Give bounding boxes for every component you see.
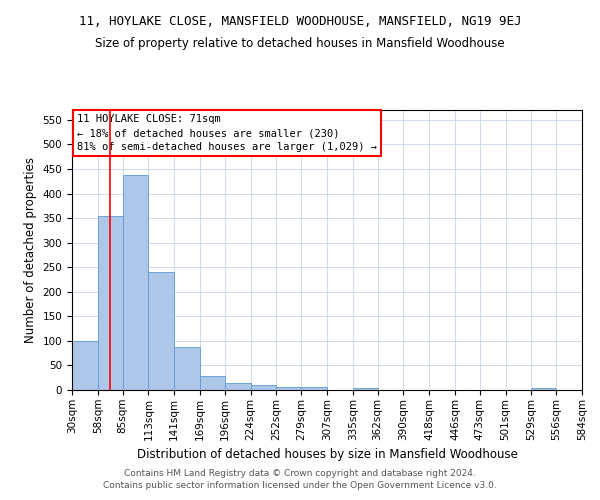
Bar xyxy=(353,388,377,390)
Text: 11, HOYLAKE CLOSE, MANSFIELD WOODHOUSE, MANSFIELD, NG19 9EJ: 11, HOYLAKE CLOSE, MANSFIELD WOODHOUSE, … xyxy=(79,15,521,28)
Bar xyxy=(532,388,556,390)
Bar xyxy=(72,341,98,390)
Bar xyxy=(251,385,277,390)
Bar xyxy=(174,348,200,390)
Bar xyxy=(122,175,148,390)
Text: 11 HOYLAKE CLOSE: 71sqm
← 18% of detached houses are smaller (230)
81% of semi-d: 11 HOYLAKE CLOSE: 71sqm ← 18% of detache… xyxy=(77,114,377,152)
Text: Size of property relative to detached houses in Mansfield Woodhouse: Size of property relative to detached ho… xyxy=(95,38,505,51)
Y-axis label: Number of detached properties: Number of detached properties xyxy=(24,157,37,343)
X-axis label: Distribution of detached houses by size in Mansfield Woodhouse: Distribution of detached houses by size … xyxy=(137,448,517,461)
Bar xyxy=(225,383,251,390)
Bar xyxy=(200,376,225,390)
Bar xyxy=(98,216,122,390)
Bar xyxy=(301,387,327,390)
Bar xyxy=(148,272,174,390)
Bar xyxy=(277,387,301,390)
Text: Contains HM Land Registry data © Crown copyright and database right 2024.
Contai: Contains HM Land Registry data © Crown c… xyxy=(103,468,497,490)
